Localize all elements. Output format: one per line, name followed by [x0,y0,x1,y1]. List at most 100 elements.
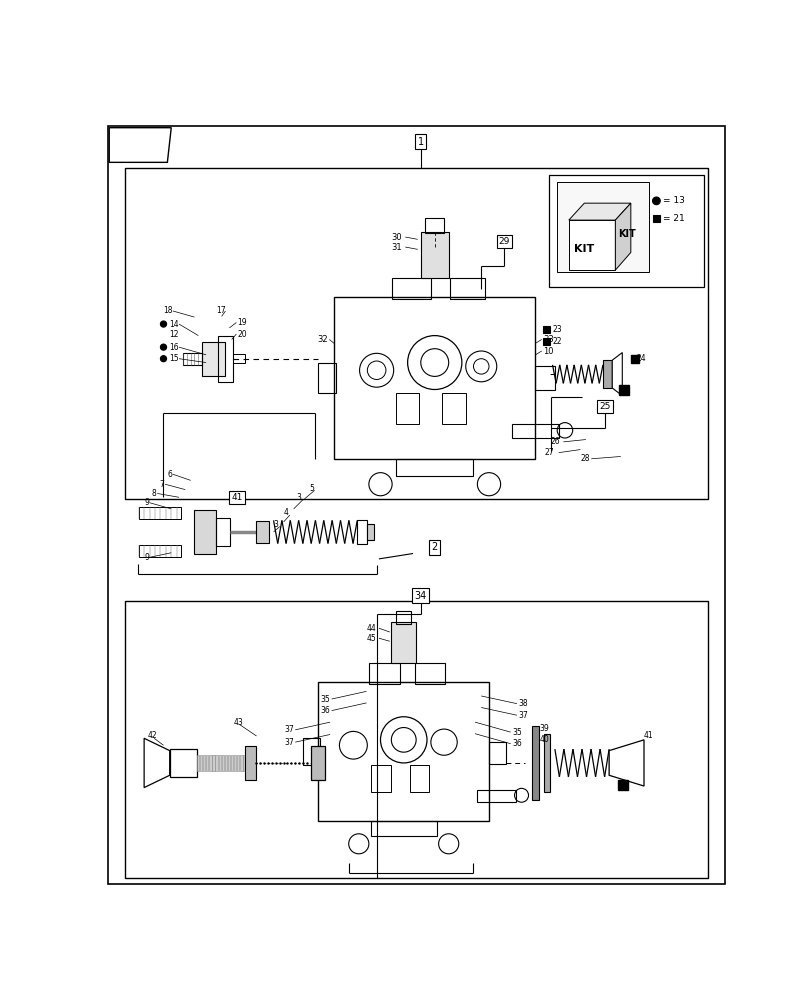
Bar [125,601,706,878]
Bar [603,360,611,388]
Bar [391,622,416,663]
Text: 39: 39 [539,724,548,733]
Bar [230,755,233,771]
Text: 24: 24 [636,354,645,363]
Bar [396,393,418,424]
Text: 7: 7 [160,480,165,489]
Bar [410,765,429,792]
Bar [196,755,199,771]
Polygon shape [611,353,621,396]
Bar [206,755,208,771]
Bar [442,393,466,424]
Bar [182,353,202,365]
Bar [245,746,255,780]
Bar [212,755,214,771]
Text: 33: 33 [543,335,553,344]
Text: 42: 42 [148,732,157,740]
Bar [477,790,516,802]
Bar [392,278,431,299]
Bar [311,746,324,780]
Text: = 13: = 13 [662,196,684,205]
Bar [215,755,217,771]
Text: 26: 26 [551,437,560,446]
Bar [396,459,473,476]
Text: 34: 34 [414,591,427,601]
Polygon shape [569,203,630,220]
Circle shape [161,321,166,327]
Bar [357,520,366,544]
Bar [543,734,550,792]
Text: 37: 37 [517,711,527,720]
Bar [488,742,505,764]
Bar [543,326,550,333]
Bar [256,521,268,543]
Text: 37: 37 [284,738,294,747]
Bar [608,751,618,775]
Text: 45: 45 [367,634,376,643]
Text: 25: 25 [599,402,610,411]
Bar [333,297,534,459]
Bar [371,821,436,836]
Text: 16: 16 [169,343,179,352]
Polygon shape [615,203,630,270]
Bar [243,755,246,771]
Bar [368,663,399,684]
Text: 1: 1 [417,137,423,147]
Text: 3: 3 [273,520,278,529]
Bar [125,168,706,499]
Bar [117,138,123,144]
Bar [195,510,216,554]
Bar [318,682,488,821]
Text: 23: 23 [551,325,561,334]
Text: 30: 30 [391,233,401,242]
Text: 28: 28 [580,454,590,463]
Text: 36: 36 [512,739,521,748]
Bar [556,182,648,272]
Bar [139,507,181,519]
Circle shape [586,208,598,220]
Bar [366,524,374,540]
Polygon shape [109,128,171,162]
Text: 15: 15 [169,354,179,363]
Bar [169,749,196,777]
Bar [209,755,212,771]
Text: 2: 2 [431,542,437,552]
Text: 3: 3 [297,493,302,502]
Bar [653,215,659,222]
Bar [228,755,230,771]
Text: 38: 38 [517,699,527,708]
Bar [543,338,550,345]
Bar [234,755,236,771]
Text: 17: 17 [216,306,225,315]
Polygon shape [569,220,615,270]
Bar [415,663,444,684]
Text: 40: 40 [539,735,548,744]
Text: 29: 29 [498,237,509,246]
Text: 19: 19 [237,318,247,327]
Bar [200,755,202,771]
Text: 9: 9 [144,553,148,562]
Circle shape [161,344,166,350]
Text: 35: 35 [320,695,330,704]
Text: 6: 6 [167,470,172,479]
Text: 4: 4 [283,508,288,517]
Text: 20: 20 [237,330,247,339]
Text: 32: 32 [317,335,328,344]
Text: 8: 8 [152,489,157,498]
Text: 35: 35 [512,728,521,737]
Text: 9: 9 [144,498,148,507]
Bar [549,175,704,287]
Circle shape [161,356,166,362]
Bar [225,755,227,771]
Bar [371,765,390,792]
Bar [534,366,554,389]
Text: 36: 36 [320,706,330,715]
Bar [449,278,484,299]
Text: 10: 10 [543,347,553,356]
Bar [318,363,335,393]
Bar [216,518,230,546]
Text: 31: 31 [391,243,401,252]
Bar [218,755,221,771]
Bar [217,336,233,382]
Text: 41: 41 [643,732,653,740]
